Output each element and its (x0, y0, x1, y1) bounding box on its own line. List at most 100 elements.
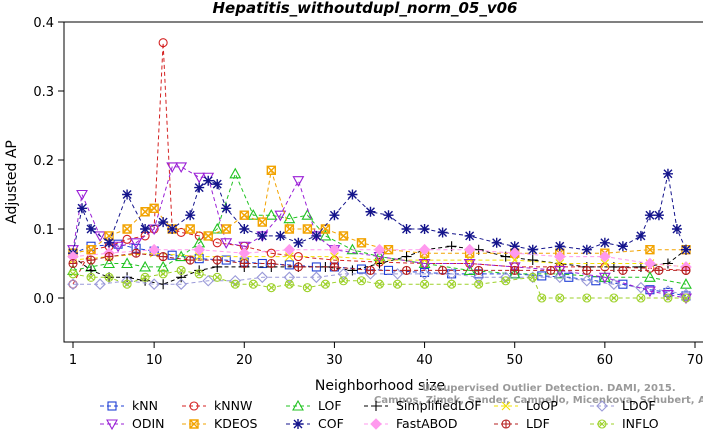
data-point (537, 293, 547, 303)
data-point (167, 250, 177, 260)
data-point (211, 222, 224, 234)
data-point (338, 231, 349, 241)
data-point (86, 245, 96, 255)
legend-item: LOF (286, 398, 342, 413)
data-point (284, 224, 295, 234)
data-point (158, 217, 169, 228)
data-point (76, 189, 88, 201)
data-point (555, 293, 565, 303)
legend-marker (370, 418, 382, 430)
data-point (635, 281, 647, 294)
data-point (176, 227, 186, 237)
data-point (338, 276, 348, 286)
legend-marker (293, 419, 303, 429)
data-point (158, 269, 168, 279)
data-point (121, 257, 134, 269)
data-point (284, 252, 294, 261)
data-point (238, 247, 251, 259)
data-point (311, 230, 322, 241)
data-point (265, 209, 278, 220)
data-point (175, 250, 188, 262)
data-point (86, 224, 97, 234)
data-point (681, 293, 691, 303)
data-point (140, 207, 150, 217)
data-point (418, 243, 431, 256)
data-point (527, 255, 538, 266)
data-point (194, 182, 205, 193)
data-point (581, 244, 592, 255)
data-point (122, 224, 132, 234)
data-point (474, 265, 484, 275)
legend-label: ODIN (132, 416, 165, 431)
data-point (175, 162, 188, 174)
data-point (662, 168, 673, 179)
data-point (104, 252, 114, 262)
data-point (653, 210, 664, 221)
data-point (663, 293, 673, 303)
data-point (149, 203, 159, 213)
legend-marker (371, 401, 381, 411)
data-point (329, 262, 339, 272)
data-point (463, 243, 476, 256)
series-cof (68, 168, 691, 259)
series-ldof (67, 268, 692, 301)
data-point (293, 237, 304, 248)
data-point (158, 252, 168, 262)
data-point (510, 265, 520, 275)
legend-label: COF (318, 416, 344, 431)
data-point (104, 272, 114, 282)
data-point (148, 243, 160, 256)
legend-label: LDOF (622, 398, 656, 413)
x-axis-label: Neighborhood size (315, 378, 445, 394)
data-point (67, 278, 79, 290)
legend-marker (106, 419, 118, 431)
data-point (284, 279, 294, 289)
data-point (392, 279, 403, 289)
data-point (140, 224, 151, 234)
data-point (643, 271, 656, 282)
legend-item: COF (286, 416, 344, 431)
data-point (266, 248, 276, 258)
data-point (662, 285, 674, 297)
legend-label: kNN (132, 398, 158, 413)
data-point (645, 245, 655, 255)
data-point (643, 286, 656, 298)
data-point (122, 234, 132, 244)
data-point (86, 265, 97, 276)
data-point (166, 162, 179, 174)
legend-item: LDOF (590, 398, 656, 413)
data-point (274, 210, 287, 222)
data-point (283, 243, 296, 256)
data-point (401, 265, 412, 275)
data-point (239, 258, 249, 269)
watermark-line-1: Unsupervised Outlier Detection. DAMI, 20… (422, 383, 676, 394)
data-point (554, 241, 565, 252)
data-point (283, 212, 296, 224)
data-point (212, 179, 223, 190)
data-point (68, 258, 78, 269)
data-point (157, 260, 170, 272)
x-axis-ticks: 1 10 20 30 40 50 60 70 (69, 342, 703, 368)
data-point (374, 279, 385, 289)
data-point (175, 278, 187, 290)
data-point (365, 206, 376, 217)
legend-label: kNNW (214, 398, 252, 413)
legend-marker (189, 419, 199, 429)
series-kdeos (68, 165, 691, 258)
data-point (212, 238, 222, 248)
data-point (103, 257, 115, 269)
legend-marker (596, 400, 608, 412)
legend-item: kNN (100, 398, 158, 413)
data-point (292, 176, 305, 187)
legend-marker (501, 401, 511, 411)
x-tick-label: 70 (687, 353, 703, 368)
data-point (266, 165, 277, 176)
data-point (193, 172, 206, 184)
series-inflo (68, 265, 691, 303)
data-point (140, 272, 150, 282)
data-point (275, 230, 286, 241)
data-point (239, 210, 249, 220)
data-point (194, 269, 204, 279)
data-point (438, 265, 448, 275)
legend-item: SimplifiedLOF (364, 398, 482, 413)
